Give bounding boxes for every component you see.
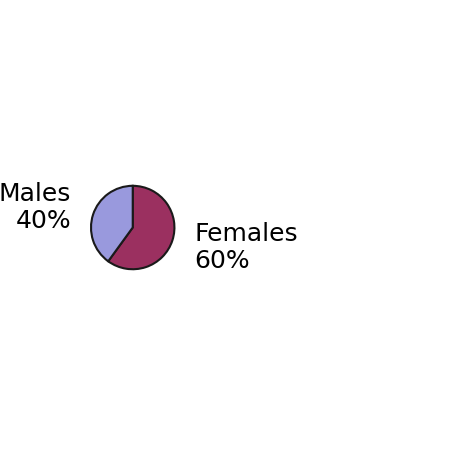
Text: Females
60%: Females 60% [194,222,298,273]
Wedge shape [108,186,174,269]
Wedge shape [91,186,133,261]
Text: Males
40%: Males 40% [0,182,71,233]
